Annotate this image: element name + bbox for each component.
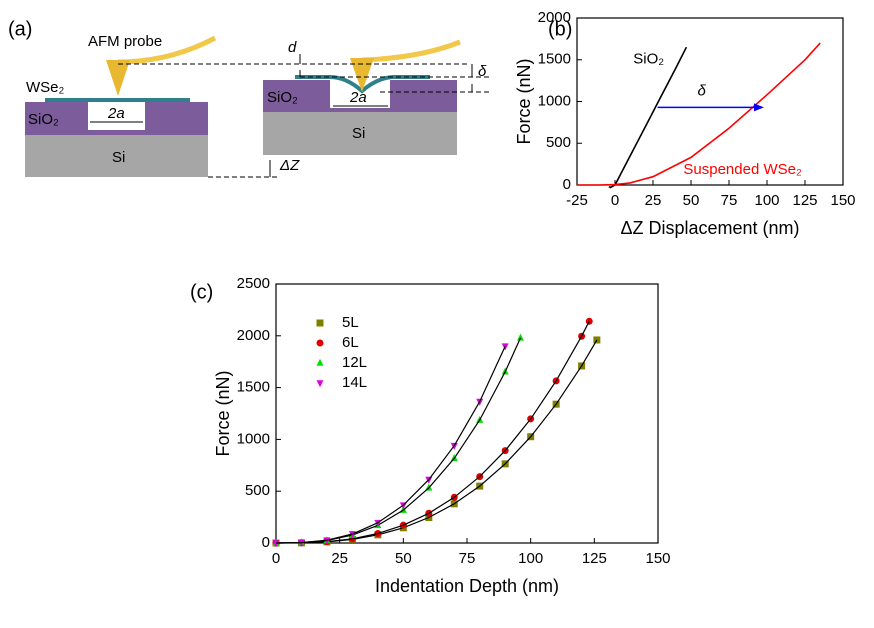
x-tick-label: 50 [683,192,700,209]
y-tick-label: 500 [245,482,270,499]
y-tick-label: 1000 [538,92,571,109]
guide-lines [118,63,490,178]
fit-line [275,345,506,544]
x-tick-label: 125 [582,550,607,567]
schematic: (a) AFM probe WSe₂ SiO₂ 2a Si ΔZ d δ SiO… [8,18,490,178]
y-tick-label: 1000 [237,430,270,447]
x-tick-label: 150 [645,550,670,567]
y-tick-label: 0 [563,176,571,193]
legend-label: 5L [342,314,359,331]
line [577,42,821,186]
y-tick-label: 2000 [538,9,571,26]
x-tick-label: 25 [645,192,662,209]
label: Si [352,125,365,142]
y-tick-label: 0 [262,534,270,551]
label: WSe₂ [26,79,65,96]
label: 2a [107,105,125,122]
marker [297,539,305,547]
series-label: Suspended WSe₂ [683,161,802,178]
si-substrate [25,135,208,177]
x-tick-label: 125 [792,192,817,209]
panel-label: (b) [548,18,572,40]
plot-frame [275,283,659,544]
legend-label: 14L [342,374,367,391]
legend-label: 12L [342,354,367,371]
x-tick-label: -25 [566,192,588,209]
x-tick-label: 0 [611,192,619,209]
y-axis-label: Force (nN) [514,58,534,144]
line [608,46,688,189]
x-tick-label: 25 [331,550,348,567]
label: δ [478,63,487,80]
tip [106,60,130,96]
series-label: SiO₂ [633,51,664,68]
marker [516,333,524,341]
y-axis-label: Force (nN) [213,370,233,456]
x-axis-label: ΔZ Displacement (nm) [620,218,799,238]
y-tick-label: 2500 [237,275,270,292]
annotation: δ [697,82,706,99]
legend-marker [316,380,324,388]
label: SiO₂ [28,111,59,128]
cantilever [361,39,461,63]
si-substrate [263,112,457,155]
panel-label: (a) [8,18,32,40]
x-tick-label: 100 [754,192,779,209]
arrows [269,54,473,177]
annotation-arrowhead [753,103,764,112]
y-tick-label: 2000 [237,327,270,344]
y-tick-label: 1500 [538,51,571,68]
panel-label: (c) [190,281,213,303]
x-tick-label: 100 [518,550,543,567]
tip [350,58,374,92]
legend-label: 6L [342,334,359,351]
marker [272,540,280,548]
legend-marker [316,339,324,347]
label: 2a [349,89,367,106]
x-axis-label: Indentation Depth (nm) [375,576,559,596]
flake [45,98,190,102]
hole [88,102,145,130]
x-tick-label: 150 [830,192,855,209]
legend-marker [316,319,324,327]
y-tick-label: 1500 [237,379,270,396]
fit-line [275,339,598,544]
label: ΔZ [279,157,300,174]
label: AFM probe [88,33,162,50]
x-tick-label: 75 [721,192,738,209]
legend-marker [316,358,324,366]
marker [585,317,593,325]
x-tick-label: 50 [395,550,412,567]
plot-frame [576,17,844,186]
fit-line [275,337,522,544]
x-tick-label: 0 [272,550,280,567]
fit-line [275,321,590,544]
label: d [288,39,297,56]
label: SiO₂ [267,89,298,106]
y-tick-label: 500 [546,134,571,151]
x-tick-label: 75 [459,550,476,567]
label: Si [112,149,125,166]
